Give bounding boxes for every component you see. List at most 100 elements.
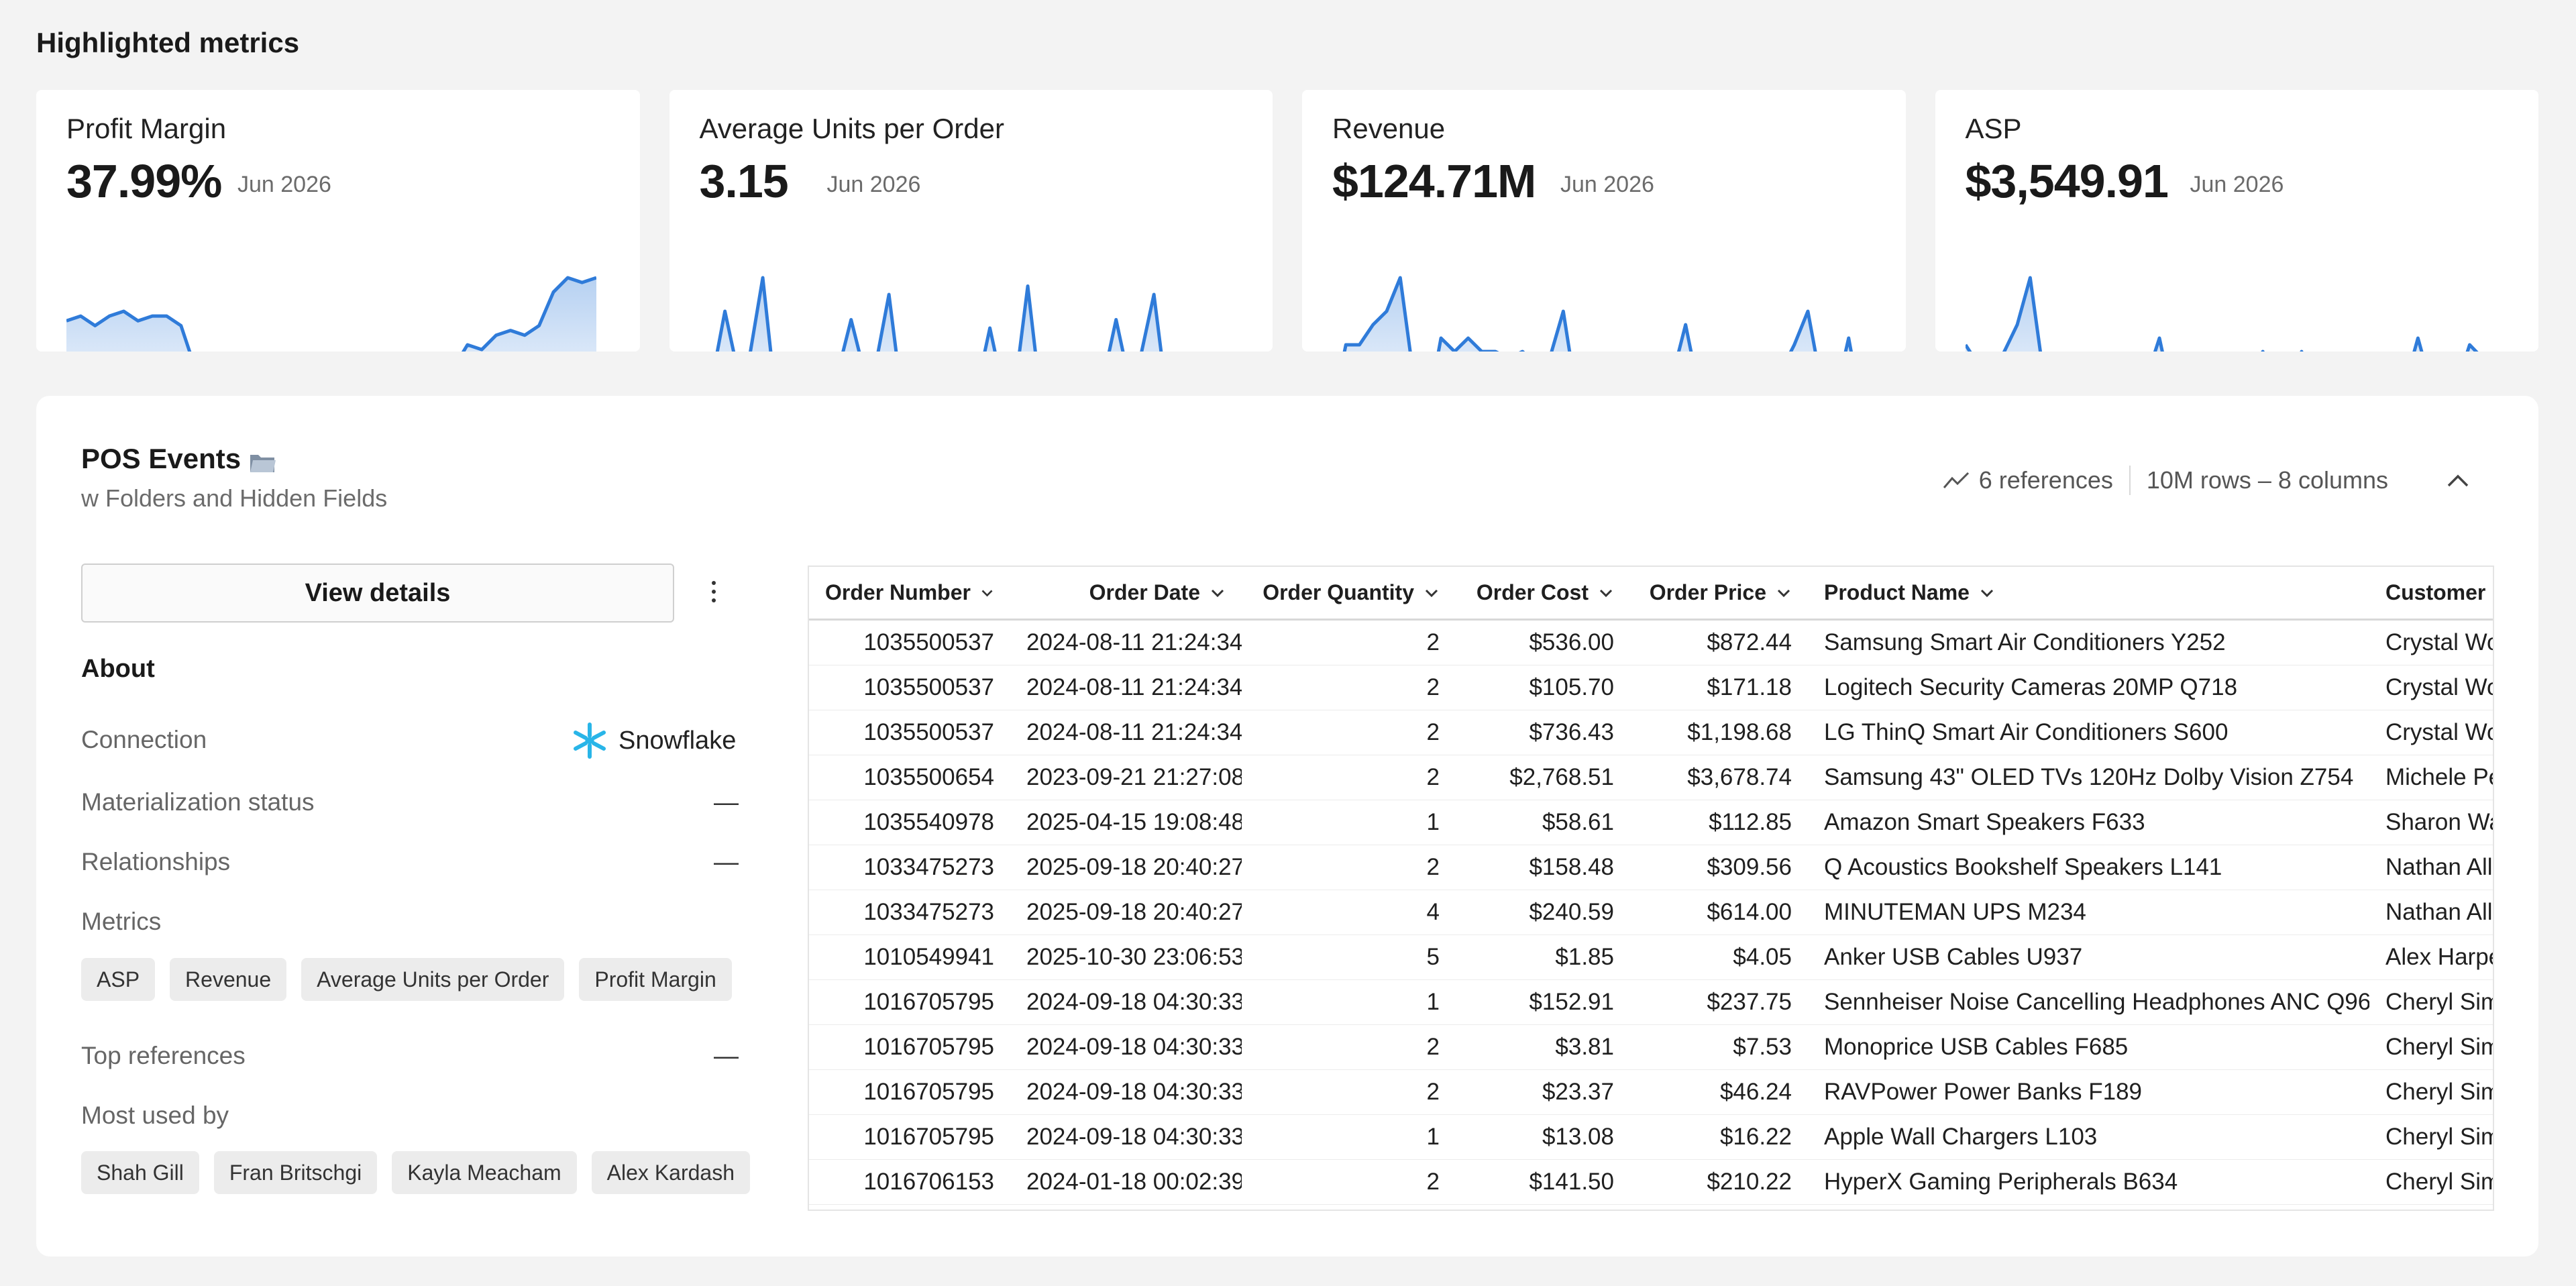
more-options-icon[interactable] <box>700 572 727 612</box>
connection-name: Snowflake <box>619 726 737 755</box>
table-cell: $1.85 <box>1555 944 1614 970</box>
section-title: Highlighted metrics <box>36 27 300 58</box>
metric-chip[interactable]: Average Units per Order <box>301 958 565 1001</box>
table-cell: $3,678.74 <box>1687 764 1792 790</box>
table-row[interactable]: 1033475273 2025-09-18 20:40:27 2 $158.48 $30… <box>809 845 2493 890</box>
column-header-order-cost[interactable]: Order Cost <box>1456 580 1630 605</box>
table-row[interactable]: 1016705795 2024-09-18 04:30:33 2 $23.37 $46.… <box>809 1070 2493 1115</box>
table-row[interactable]: 1035540978 2025-04-15 19:08:48 1 $58.61 $112… <box>809 800 2493 845</box>
top-references-value: — <box>714 1042 739 1069</box>
trend-icon <box>1943 472 1969 488</box>
table-cell: 1016705795 <box>863 1079 994 1105</box>
table-cell: 2 <box>1426 1079 1440 1105</box>
user-chip[interactable]: Kayla Meacham <box>392 1151 577 1194</box>
table-cell: 1035500537 <box>863 674 994 700</box>
table-cell: 1016705795 <box>863 989 994 1015</box>
references-count[interactable]: 6 references <box>1978 466 2113 494</box>
column-header-order-quantity[interactable]: Order Quantity <box>1242 580 1456 605</box>
table-cell: $309.56 <box>1707 854 1792 880</box>
about-heading: About <box>81 655 155 683</box>
metric-value: 37.99% <box>66 155 222 207</box>
table-cell: 4 <box>1426 899 1440 925</box>
table-cell: Logitech Security Cameras 20MP Q718 <box>1824 674 2238 700</box>
metric-name: Revenue <box>1332 113 1446 144</box>
metric-date: Jun 2026 <box>826 172 921 197</box>
table-row[interactable]: 1033475273 2025-09-18 20:40:27 4 $240.59 $61… <box>809 890 2493 935</box>
column-header-product-name[interactable]: Product Name <box>1808 580 2369 605</box>
metric-chip[interactable]: Profit Margin <box>579 958 732 1001</box>
chevron-down-icon <box>981 590 993 596</box>
table-cell: 2 <box>1426 854 1440 880</box>
table-row[interactable]: 1016706153 2024-01-18 00:02:39 2 $141.50 $21… <box>809 1160 2493 1205</box>
dataset-subtitle: w Folders and Hidden Fields <box>81 484 388 512</box>
divider <box>2129 466 2131 495</box>
table-cell: $614.00 <box>1707 899 1792 925</box>
table-row[interactable]: 1035500537 2024-08-11 21:24:34 2 $536.00 $87… <box>809 621 2493 665</box>
table-cell: LG ThinQ Smart Air Conditioners S600 <box>1824 719 2229 745</box>
metric-card-profit-margin[interactable]: Profit Margin 37.99% Jun 2026 <box>36 90 640 352</box>
table-row[interactable]: 1016705795 2024-09-18 04:30:33 2 $3.81 $7.53… <box>809 1025 2493 1070</box>
table-cell: 1 <box>1426 989 1440 1015</box>
table-cell: 1010549941 <box>863 944 994 970</box>
table-cell: Anker USB Cables U937 <box>1824 944 2083 970</box>
table-row[interactable]: 1035500654 2023-09-21 21:27:08 2 $2,768.51 $… <box>809 755 2493 800</box>
table-cell: 2025-04-15 19:08:48 <box>1026 809 1242 835</box>
column-header-customer-name[interactable]: Customer Na <box>2369 580 2493 605</box>
chevron-up-icon[interactable] <box>2445 471 2471 490</box>
column-header-order-date[interactable]: Order Date <box>1010 580 1242 605</box>
user-chip[interactable]: Shah Gill <box>81 1151 199 1194</box>
column-header-label: Customer Na <box>2385 580 2493 604</box>
metric-card-average-units[interactable]: Average Units per Order 3.15 Jun 2026 <box>669 90 1273 352</box>
table-cell: Samsung Smart Air Conditioners Y252 <box>1824 629 2226 655</box>
table-cell: 2024-09-18 04:30:33 <box>1026 1034 1242 1060</box>
table-cell: Crystal Wolf <box>2385 674 2493 700</box>
table-cell: Nathan Allen <box>2385 854 2493 880</box>
table-cell: Sharon Wall <box>2385 809 2493 835</box>
top-references-label: Top references <box>81 1042 246 1069</box>
metric-card-revenue[interactable]: Revenue $124.71M Jun 2026 <box>1302 90 1906 352</box>
sparkline-area <box>66 278 596 352</box>
table-row[interactable]: 1016705795 2024-09-18 04:30:33 1 $152.91 $23… <box>809 980 2493 1025</box>
table-cell: $237.75 <box>1707 989 1792 1015</box>
view-details-button[interactable]: View details <box>81 564 674 623</box>
metric-name: ASP <box>1965 113 2022 144</box>
table-cell: 2 <box>1426 1034 1440 1060</box>
metric-card-asp[interactable]: ASP $3,549.91 Jun 2026 <box>1935 90 2538 352</box>
user-chip[interactable]: Fran Britschgi <box>213 1151 378 1194</box>
dataset-title: POS Events <box>81 443 241 474</box>
column-header-label: Order Quantity <box>1263 580 1414 604</box>
chevron-down-icon <box>1599 589 1613 597</box>
sparkline-line <box>1342 276 1853 352</box>
table-cell: 2025-09-18 20:40:27 <box>1026 854 1242 880</box>
chevron-down-icon <box>1211 589 1224 597</box>
metric-chip[interactable]: ASP <box>81 958 156 1001</box>
table-cell: 2025-09-18 20:40:27 <box>1026 899 1242 925</box>
chevron-down-icon <box>1980 589 1993 597</box>
data-table: Order Number Order Date Order Quantity O… <box>808 566 2494 1211</box>
table-cell: 1035500654 <box>863 764 994 790</box>
connection-label: Connection <box>81 726 207 753</box>
column-header-order-price[interactable]: Order Price <box>1630 580 1808 605</box>
table-cell: $46.24 <box>1719 1079 1792 1105</box>
table-row[interactable]: 1010549941 2025-10-30 23:06:53 5 $1.85 $4.05… <box>809 935 2493 980</box>
table-row[interactable]: 1035500537 2024-08-11 21:24:34 2 $105.70 $17… <box>809 665 2493 710</box>
table-cell: 2 <box>1426 1169 1440 1195</box>
dataset-title-row: POS Events <box>81 443 277 475</box>
table-cell: 2024-09-18 04:30:33 <box>1026 1124 1242 1150</box>
column-header-label: Order Number <box>825 580 971 604</box>
user-chip[interactable]: Alex Kardash <box>591 1151 750 1194</box>
table-cell: 2025-10-30 23:06:53 <box>1026 944 1242 970</box>
table-cell: $13.08 <box>1542 1124 1614 1150</box>
metric-value: $124.71M <box>1332 155 1536 207</box>
connection-value[interactable]: Snowflake <box>570 721 736 760</box>
metric-chip[interactable]: Revenue <box>170 958 287 1001</box>
table-row[interactable]: 1016705795 2024-09-18 04:30:33 1 $13.08 $16.… <box>809 1115 2493 1160</box>
table-cell: $4.05 <box>1733 944 1792 970</box>
metric-date: Jun 2026 <box>237 172 331 197</box>
column-header-order-number[interactable]: Order Number <box>809 580 1010 605</box>
table-cell: 1035500537 <box>863 719 994 745</box>
table-cell: 1016706153 <box>863 1169 994 1195</box>
table-cell: $736.43 <box>1529 719 1614 745</box>
table-cell: Cheryl Simm <box>2385 1169 2493 1195</box>
table-row[interactable]: 1035500537 2024-08-11 21:24:34 2 $736.43 $1,… <box>809 710 2493 755</box>
